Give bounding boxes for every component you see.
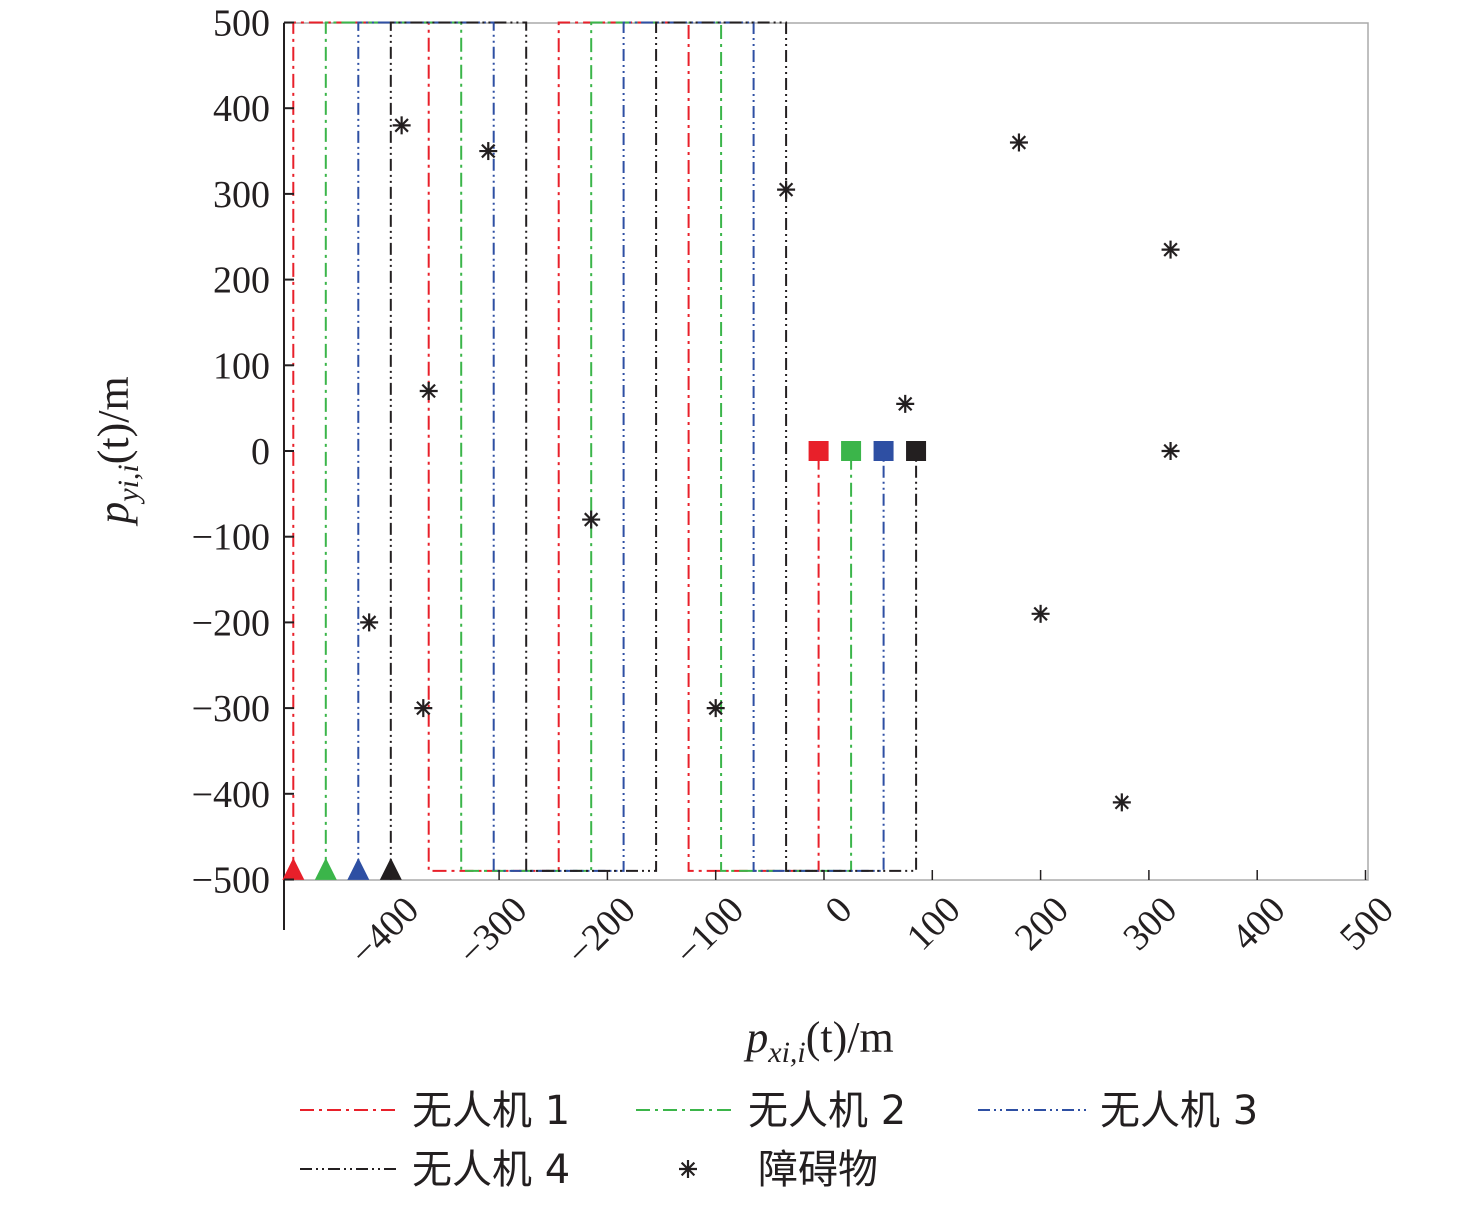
uav-2-end-marker <box>841 441 862 461</box>
obstacle-marker <box>419 382 438 401</box>
uav-2-start-marker <box>314 857 337 880</box>
y-tick-label: 400 <box>213 88 270 130</box>
x-axis-ticks: −400 −300 −200 −100 0 100 200 300 400 500 <box>342 870 1402 974</box>
uav-1-end-marker <box>808 441 829 461</box>
legend-label: 无人机 4 <box>412 1147 570 1193</box>
obstacle-marker <box>1009 133 1028 152</box>
uav-3-start-marker <box>347 857 370 880</box>
x-tick-label: 100 <box>899 889 969 959</box>
y-axis-ticks: 500 400 300 200 100 0 −100 −200 −300 −400 −500 <box>192 3 294 902</box>
uav-4-start-marker <box>379 857 402 880</box>
legend-item: 无人机 4 <box>300 1147 570 1193</box>
obstacles <box>360 116 1180 812</box>
trajectories <box>292 21 918 872</box>
x-tick-label: −100 <box>667 889 752 974</box>
legend-label: 障碍物 <box>758 1147 878 1193</box>
legend: 无人机 1 无人机 2 无人机 3 无人机 4 障碍物 <box>300 1088 1258 1193</box>
obstacle-marker <box>582 510 601 529</box>
obstacle-marker <box>777 180 796 199</box>
x-tick-label: 200 <box>1007 889 1077 959</box>
legend-item: 无人机 2 <box>636 1088 906 1134</box>
obstacle-marker <box>392 116 411 135</box>
obstacle-marker <box>479 142 498 161</box>
x-tick-label: −200 <box>559 889 644 974</box>
x-tick-label: 300 <box>1115 889 1185 959</box>
x-tick-label: 500 <box>1332 889 1402 959</box>
legend-swatch <box>679 1160 697 1178</box>
obstacle-marker <box>706 699 725 718</box>
obstacle-marker <box>360 613 379 632</box>
legend-label: 无人机 2 <box>748 1088 906 1134</box>
x-tick-label: 400 <box>1224 889 1294 959</box>
y-tick-label: −400 <box>192 774 270 816</box>
legend-item: 无人机 1 <box>300 1088 570 1134</box>
y-tick-label: 0 <box>251 431 270 473</box>
y-tick-label: −300 <box>192 688 270 730</box>
x-axis-title: pxi,i(t)/m <box>743 1013 893 1069</box>
uav-1-path <box>292 21 820 872</box>
obstacle-marker <box>1031 604 1050 623</box>
obstacle-marker <box>896 394 915 413</box>
x-tick-label: −400 <box>342 889 427 974</box>
y-tick-label: −100 <box>192 517 270 559</box>
y-axis-title: pyi,i(t)/m <box>89 376 145 526</box>
uav-3-end-marker <box>873 441 894 461</box>
y-tick-label: 100 <box>213 345 270 387</box>
obstacle-marker <box>1161 240 1180 259</box>
y-tick-label: 500 <box>213 3 270 45</box>
uav-4-end-marker <box>906 441 927 461</box>
legend-label: 无人机 3 <box>1100 1088 1258 1134</box>
y-tick-label: 300 <box>213 174 270 216</box>
uav-3-path <box>357 21 885 872</box>
y-tick-label: −500 <box>192 860 270 902</box>
x-tick-label: 0 <box>817 889 860 932</box>
uav-1-start-marker <box>282 857 305 880</box>
obstacle-marker <box>1161 442 1180 460</box>
x-tick-label: −300 <box>450 889 535 974</box>
markers <box>282 441 927 880</box>
legend-item: 障碍物 <box>679 1147 878 1193</box>
plot-frame <box>283 22 1369 930</box>
obstacle-marker <box>1112 793 1131 812</box>
legend-label: 无人机 1 <box>412 1088 570 1134</box>
uav-4-path <box>389 21 918 872</box>
y-tick-label: −200 <box>192 602 270 644</box>
obstacle-marker <box>414 699 433 718</box>
legend-item: 无人机 3 <box>978 1088 1258 1134</box>
y-tick-label: 200 <box>213 260 270 302</box>
uav-2-path <box>324 21 853 872</box>
